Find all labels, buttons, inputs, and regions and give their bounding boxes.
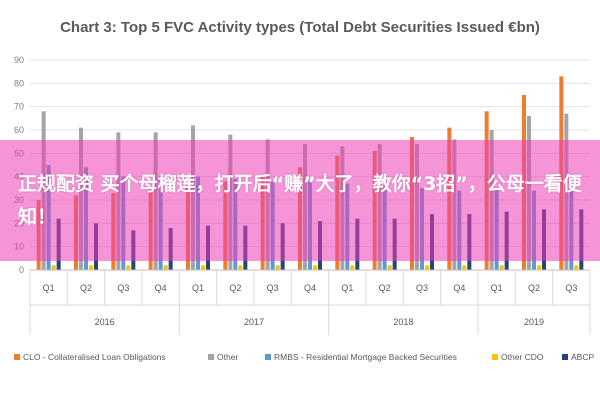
legend-swatch [492, 354, 498, 360]
bar [275, 265, 280, 270]
x-tick-label: Q2 [379, 283, 391, 293]
legend-label: RMBS - Residential Mortgage Backed Secur… [274, 352, 457, 362]
x-year-label: 2019 [524, 317, 544, 327]
x-year-label: 2017 [244, 317, 264, 327]
x-tick-label: Q3 [267, 283, 279, 293]
legend-label: CLO - Collateralised Loan Obligations [23, 352, 166, 362]
legend: CLO - Collateralised Loan Obligations Oth… [14, 352, 594, 362]
chart-title: Chart 3: Top 5 FVC Activity types (Total… [60, 19, 540, 36]
x-tick-label: Q3 [565, 283, 577, 293]
legend-label: Other CDO [501, 352, 544, 362]
x-tick-label: Q2 [229, 283, 241, 293]
legend-label: Other [217, 352, 238, 362]
bar [425, 265, 429, 270]
bar [350, 265, 355, 270]
x-year-label: 2016 [95, 317, 115, 327]
legend-swatch [208, 354, 214, 360]
y-tick-label: 70 [14, 102, 24, 112]
x-tick-label: Q1 [341, 283, 353, 293]
x-tick-label: Q3 [117, 283, 129, 293]
y-tick-label: 0 [19, 265, 24, 275]
bar [89, 265, 93, 270]
x-tick-label: Q3 [416, 283, 428, 293]
bar [313, 265, 317, 270]
bar [537, 265, 541, 270]
legend-swatch [562, 354, 568, 360]
legend-swatch [265, 354, 271, 360]
bar [238, 265, 243, 270]
ad-banner-text[interactable]: 正规配资 买个母榴莲，打开后“赚”大了，教你“3招”，公母一看便知！ [18, 173, 582, 228]
bar [163, 265, 168, 270]
y-tick-label: 90 [14, 55, 24, 65]
x-tick-label: Q1 [491, 283, 503, 293]
legend-label: ABCP [571, 352, 594, 362]
y-tick-label: 80 [14, 78, 24, 88]
bar [51, 265, 56, 270]
ad-banner-overlay[interactable]: 正规配资 买个母榴莲，打开后“赚”大了，教你“3招”，公母一看便知！ [0, 140, 600, 261]
bar [574, 265, 579, 270]
bar [201, 265, 205, 270]
x-tick-label: Q2 [528, 283, 540, 293]
bar [387, 265, 392, 270]
legend-swatch [14, 354, 20, 360]
x-tick-label: Q4 [155, 283, 167, 293]
bar [126, 265, 131, 270]
x-tick-label: Q4 [453, 283, 465, 293]
bar [499, 265, 504, 270]
bar [462, 265, 467, 270]
x-tick-label: Q1 [43, 283, 55, 293]
x-tick-label: Q2 [80, 283, 92, 293]
x-year-label: 2018 [393, 317, 413, 327]
x-axis: Q1 Q2 Q3 Q4 Q1 Q2 Q3 Q4 Q1 Q2 Q3 Q4 Q1 Q2 Q3 2016 2017 20… [29, 269, 591, 335]
y-tick-label: 60 [14, 125, 24, 135]
x-tick-label: Q1 [192, 283, 204, 293]
x-tick-label: Q4 [304, 283, 316, 293]
